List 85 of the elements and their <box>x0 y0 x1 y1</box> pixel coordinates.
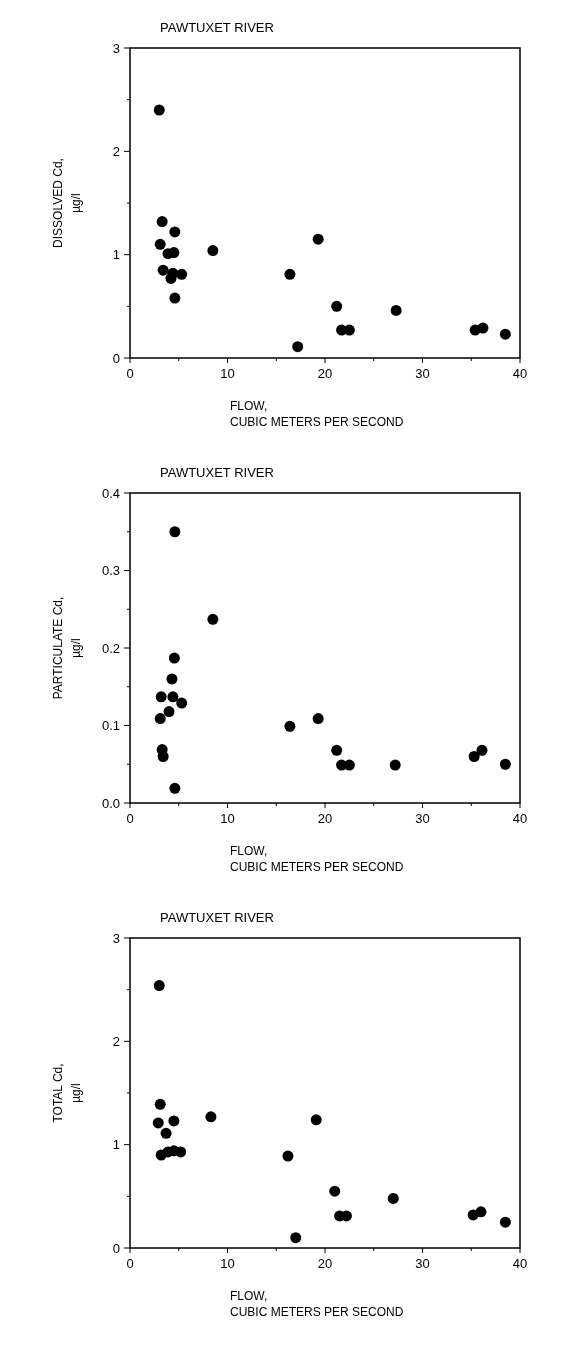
point <box>329 1185 341 1197</box>
point <box>169 526 181 538</box>
point <box>499 328 511 340</box>
point <box>310 1114 322 1126</box>
x-tick-label: 0 <box>126 366 134 381</box>
point <box>387 1192 399 1204</box>
point <box>477 322 489 334</box>
y-tick-label: 0 <box>112 350 120 366</box>
y-tick-label: 0.2 <box>101 640 120 656</box>
y-tick-label: 0 <box>112 1240 120 1256</box>
y-tick-label: 1 <box>112 247 120 263</box>
x-tick-label: 40 <box>512 366 528 381</box>
y-axis-title: TOTAL Cd, µg/l <box>51 1063 83 1123</box>
point <box>156 216 168 228</box>
x-axis-title: FLOW, CUBIC METERS PER SECOND <box>230 399 404 429</box>
point <box>166 673 178 685</box>
y-tick-label: 3 <box>112 40 120 56</box>
point <box>389 759 401 771</box>
point <box>282 1150 294 1162</box>
x-axis-title: FLOW, CUBIC METERS PER SECOND <box>230 844 404 874</box>
point <box>312 233 324 245</box>
y-tick-label: 0.4 <box>101 485 120 501</box>
x-tick-label: 40 <box>512 811 528 826</box>
point <box>169 292 181 304</box>
point <box>154 1098 166 1110</box>
point <box>154 238 166 250</box>
point <box>168 652 180 664</box>
point <box>176 268 188 280</box>
point <box>284 720 296 732</box>
x-tick-label: 30 <box>415 811 430 826</box>
point <box>205 1111 217 1123</box>
point <box>207 245 219 257</box>
y-tick-label: 0.0 <box>101 795 120 811</box>
point <box>168 247 180 259</box>
y-tick-label: 0.3 <box>101 563 120 578</box>
point <box>153 104 165 116</box>
point <box>290 1232 302 1244</box>
x-tick-label: 10 <box>220 811 235 826</box>
point <box>163 706 175 718</box>
point <box>153 980 165 992</box>
x-tick-label: 30 <box>415 1256 430 1271</box>
x-tick-label: 20 <box>317 1256 333 1271</box>
x-tick-label: 0 <box>126 811 134 826</box>
point <box>169 782 181 794</box>
point <box>169 226 181 238</box>
point <box>499 1216 511 1228</box>
point <box>176 697 188 709</box>
point <box>160 1127 172 1139</box>
x-tick-label: 10 <box>220 366 235 381</box>
point <box>152 1117 164 1129</box>
x-tick-label: 0 <box>126 1256 134 1271</box>
chart-title: PAWTUXET RIVER <box>160 465 274 480</box>
y-tick-label: 2 <box>112 143 120 159</box>
point <box>475 1206 487 1218</box>
point <box>292 341 304 353</box>
point <box>331 744 343 756</box>
y-axis-title: PARTICULATE Cd, µg/l <box>51 596 83 700</box>
chart-title: PAWTUXET RIVER <box>160 910 274 925</box>
x-tick-label: 20 <box>317 811 333 826</box>
point <box>476 744 488 756</box>
y-axis-title: DISSOLVED Cd, µg/l <box>51 158 83 248</box>
chart-title: PAWTUXET RIVER <box>160 20 274 35</box>
point <box>175 1146 187 1158</box>
x-tick-label: 10 <box>220 1256 235 1271</box>
point <box>157 264 169 276</box>
y-tick-label: 3 <box>112 930 120 946</box>
y-tick-label: 2 <box>112 1033 120 1049</box>
point <box>155 691 167 703</box>
y-tick-label: 1 <box>112 1137 120 1153</box>
point <box>499 758 511 770</box>
point <box>157 751 169 762</box>
x-tick-label: 20 <box>317 366 333 381</box>
x-tick-label: 40 <box>512 1256 528 1271</box>
x-tick-label: 30 <box>415 366 430 381</box>
point <box>312 713 324 725</box>
y-tick-label: 0.1 <box>101 718 120 733</box>
point <box>168 1115 180 1127</box>
point <box>284 268 296 280</box>
x-axis-title: FLOW, CUBIC METERS PER SECOND <box>230 1289 404 1319</box>
point <box>154 713 166 725</box>
point <box>468 751 480 762</box>
point <box>167 691 179 703</box>
point <box>331 300 343 312</box>
point <box>207 613 219 625</box>
point <box>390 304 402 316</box>
